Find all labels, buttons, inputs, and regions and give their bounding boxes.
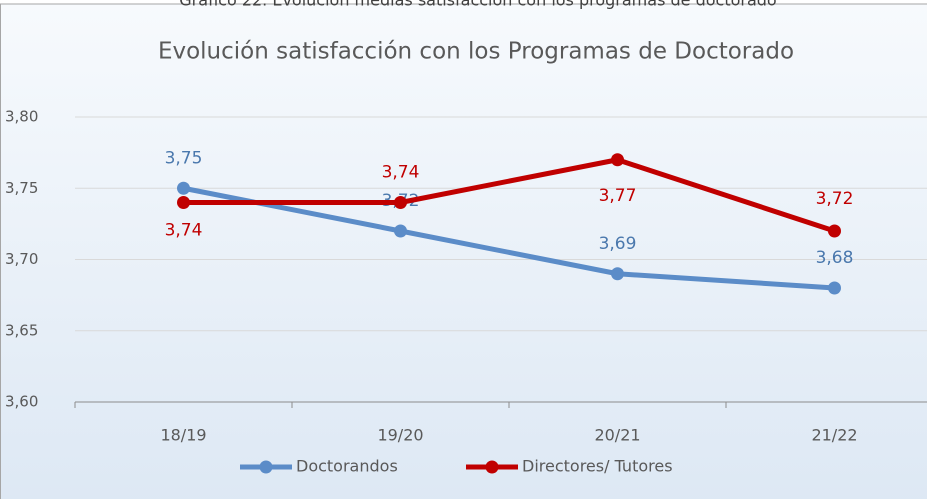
caption: Gráfico 22. Evolución medias satisfacció…	[179, 0, 776, 10]
legend-marker	[485, 460, 499, 474]
data-label: 3,72	[816, 189, 854, 209]
x-tick-label: 20/21	[594, 426, 640, 445]
x-tick-label: 19/20	[377, 426, 423, 445]
y-tick-label: 3,65	[5, 321, 38, 339]
point	[177, 196, 190, 209]
point	[394, 196, 407, 209]
line-series	[183, 157, 836, 234]
data-label: 3,74	[382, 163, 420, 183]
point	[828, 281, 841, 295]
x-tick-label: 21/22	[811, 426, 857, 445]
chart-area	[0, 3, 927, 499]
x-tick-label: 18/19	[160, 426, 206, 445]
legend-marker	[259, 460, 273, 474]
legend-label: Directores/ Tutores	[522, 457, 673, 476]
point	[177, 181, 190, 195]
y-tick-label: 3,60	[5, 393, 38, 411]
data-label: 3,69	[599, 234, 637, 254]
chart-title: Evolución satisfacción con los Programas…	[158, 39, 794, 65]
data-label: 3,74	[165, 221, 203, 241]
point	[828, 224, 841, 238]
data-label: 3,77	[599, 186, 637, 206]
y-tick-label: 3,70	[5, 250, 38, 268]
point	[611, 153, 624, 167]
data-label: 3,68	[816, 248, 854, 268]
point	[611, 267, 624, 281]
y-tick-label: 3,80	[5, 108, 38, 126]
data-label: 3,75	[165, 148, 203, 168]
legend-label: Doctorandos	[296, 457, 398, 476]
point	[394, 224, 407, 238]
line-series	[183, 185, 835, 291]
y-tick-label: 3,75	[5, 179, 38, 197]
